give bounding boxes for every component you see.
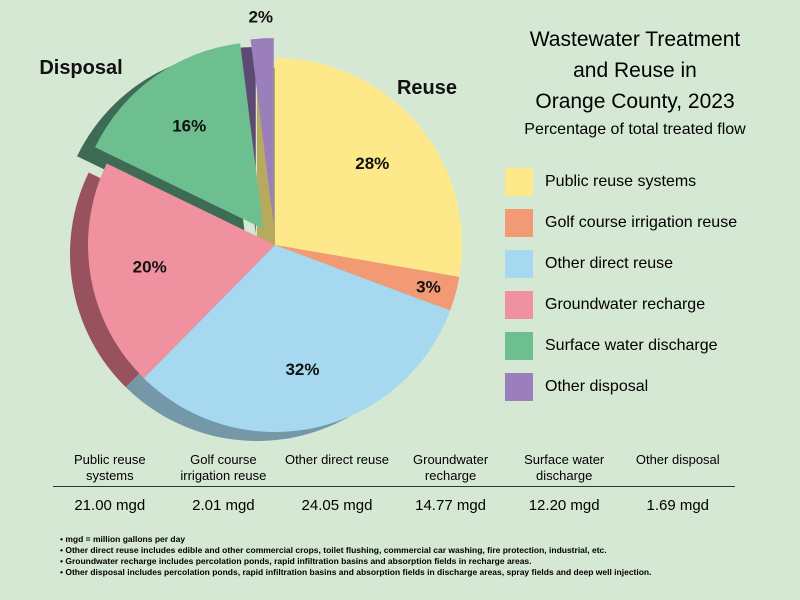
footnote: • mgd = million gallons per day <box>60 534 186 544</box>
chart-title-line-1: Wastewater Treatment <box>529 28 741 51</box>
table-header-cell: Public reuse systems <box>74 452 146 483</box>
pie-slice-label: 16% <box>172 116 206 135</box>
legend-item: Public reuse systems <box>505 168 737 196</box>
table-value-cell: 14.77 mgd <box>415 497 487 514</box>
table-header-row: Public reuse systems Golf course irrigat… <box>53 452 735 487</box>
table-header-cell: Groundwater recharge <box>413 452 489 483</box>
table-value-cell: 1.69 mgd <box>646 497 710 514</box>
chart-title-line-3: Orange County, 2023 <box>535 90 735 113</box>
legend-swatch <box>505 332 533 360</box>
chart-subtitle: Percentage of total treated flow <box>524 121 746 138</box>
group-label: Reuse <box>397 77 457 99</box>
table-header-cell: Golf course irrigation reuse <box>180 452 267 483</box>
pie-slice-label: 32% <box>285 360 319 379</box>
footnote: • Other direct reuse includes edible and… <box>60 545 607 555</box>
pie-slice <box>275 58 463 277</box>
legend-label: Groundwater recharge <box>545 296 706 313</box>
legend-swatch <box>505 373 533 401</box>
legend-swatch <box>505 250 533 278</box>
legend-item: Other direct reuse <box>505 250 737 278</box>
table-header-cell: Other disposal <box>635 452 720 467</box>
legend: Public reuse systems Golf course irrigat… <box>505 168 737 414</box>
footnote: • Other disposal includes percolation po… <box>60 567 652 577</box>
table-header-cell: Other direct reuse <box>284 452 389 467</box>
legend-label: Other direct reuse <box>545 255 674 272</box>
legend-item: Groundwater recharge <box>505 291 737 319</box>
table-value-cell: 12.20 mgd <box>528 497 600 514</box>
table-header-cell: Surface water discharge <box>524 452 605 483</box>
pie-slices <box>87 38 463 432</box>
legend-swatch <box>505 209 533 237</box>
chart-title-block: Wastewater Treatment and Reuse in Orange… <box>485 24 785 139</box>
table-value-cell: 2.01 mgd <box>192 497 255 514</box>
pie-slice-label: 28% <box>355 154 389 173</box>
legend-label: Surface water discharge <box>545 337 718 354</box>
pie-slice <box>95 43 264 229</box>
pie-slice <box>87 163 275 379</box>
footnote: • Groundwater recharge includes percolat… <box>60 556 532 566</box>
table-value-row: 21.00 mgd 2.01 mgd 24.05 mgd 14.77 mgd 1… <box>53 487 735 520</box>
legend-label: Other disposal <box>545 378 649 395</box>
legend-item: Other disposal <box>505 373 737 401</box>
pie-slice-label: 3% <box>416 278 441 297</box>
pie-slice <box>250 38 274 226</box>
pie-slice <box>275 245 460 311</box>
legend-item: Surface water discharge <box>505 332 737 360</box>
group-label: Disposal <box>39 57 122 79</box>
table-value-cell: 21.00 mgd <box>74 497 146 514</box>
legend-label: Golf course irrigation reuse <box>545 214 738 231</box>
flow-table: Public reuse systems Golf course irrigat… <box>53 452 735 520</box>
pie-slice-label: 2% <box>248 7 273 26</box>
chart-title-line-2: and Reuse in <box>573 59 697 82</box>
legend-swatch <box>505 168 533 196</box>
pie-slice <box>143 245 451 432</box>
pie-labels: 28% 3% 32% 20% 16% 2% Disposal Reuse <box>39 7 457 379</box>
legend-label: Public reuse systems <box>545 173 697 190</box>
footnotes: • mgd = million gallons per day • Other … <box>60 534 652 578</box>
legend-item: Golf course irrigation reuse <box>505 209 737 237</box>
pie-slice-label: 20% <box>133 258 167 277</box>
table-value-cell: 24.05 mgd <box>301 497 373 514</box>
legend-swatch <box>505 291 533 319</box>
